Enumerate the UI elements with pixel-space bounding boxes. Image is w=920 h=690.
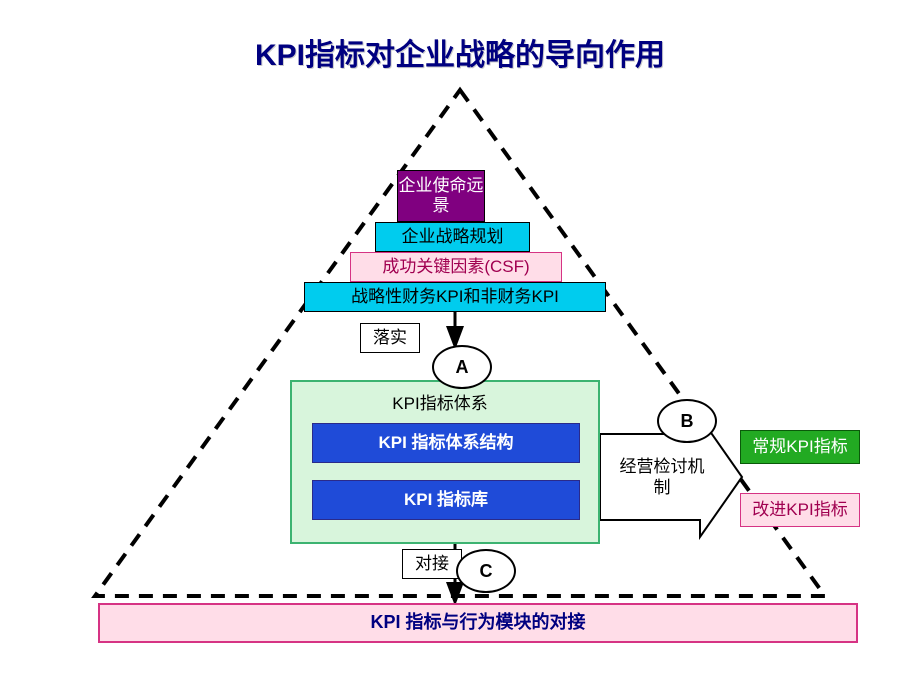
- kpi-system-title: KPI指标体系: [300, 390, 580, 418]
- marker-c: C: [456, 549, 516, 593]
- routine-kpi-box: 常规KPI指标: [740, 430, 860, 464]
- mission-box: 企业使命远景: [397, 170, 485, 222]
- strategic-kpi-box: 战略性财务KPI和非财务KPI: [304, 282, 606, 312]
- marker-a: A: [432, 345, 492, 389]
- marker-b: B: [657, 399, 717, 443]
- bottom-bar: KPI 指标与行为模块的对接: [98, 603, 858, 643]
- strategy-box: 企业战略规划: [375, 222, 530, 252]
- kpi-library-box: KPI 指标库: [312, 480, 580, 520]
- link-label: 对接: [402, 549, 462, 579]
- review-mechanism-label: 经营检讨机制: [617, 450, 707, 505]
- kpi-structure-box: KPI 指标体系结构: [312, 423, 580, 463]
- csf-box: 成功关键因素(CSF): [350, 252, 562, 282]
- implement-label: 落实: [360, 323, 420, 353]
- improve-kpi-box: 改进KPI指标: [740, 493, 860, 527]
